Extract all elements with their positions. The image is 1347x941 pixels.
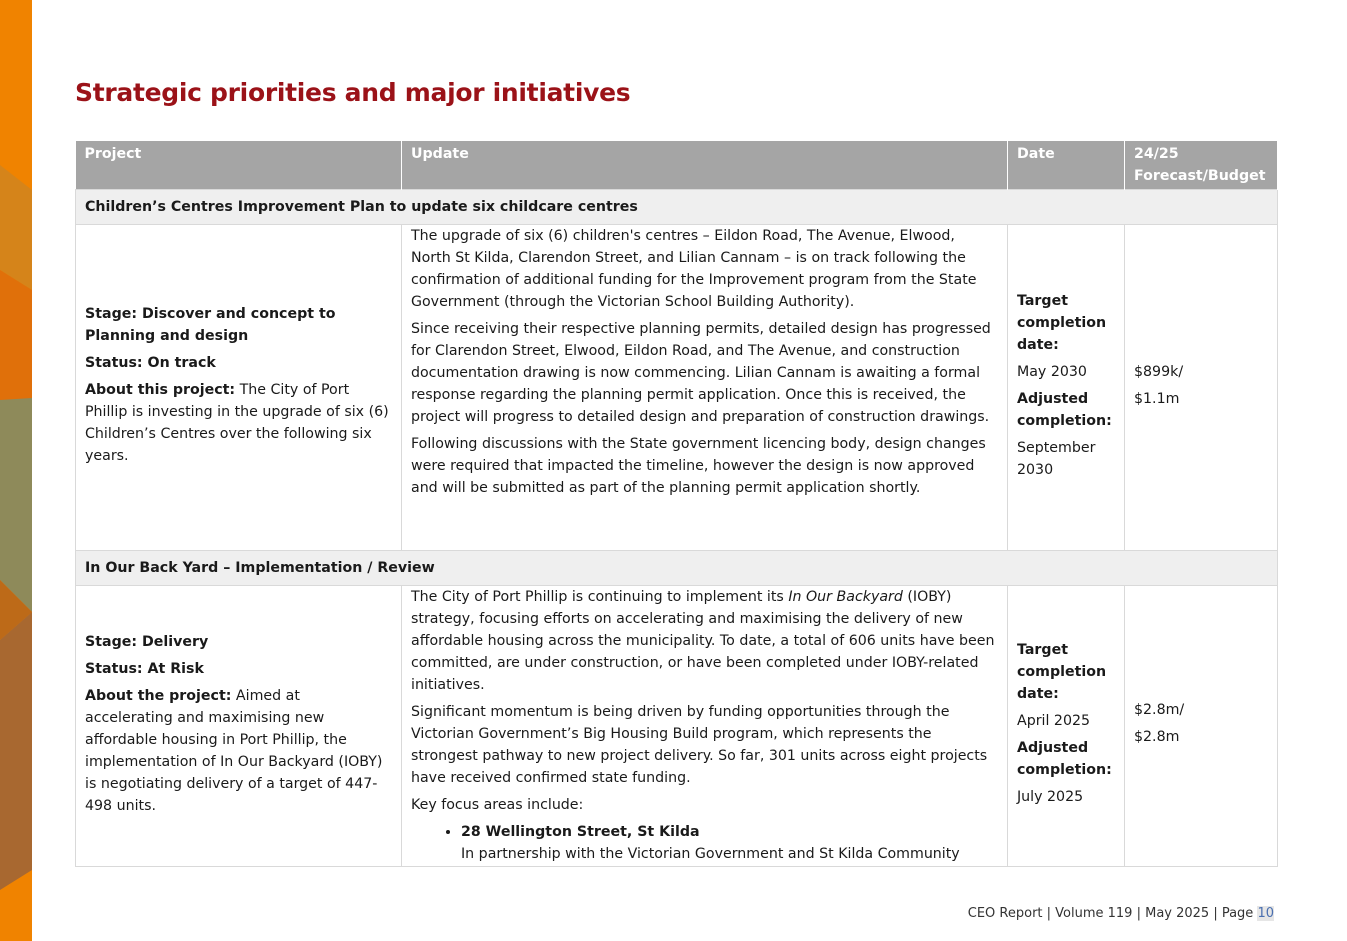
project-cell: Stage: Delivery Status: At Risk About th… [75,585,402,867]
table-row: Stage: Discover and concept to Planning … [75,224,1278,551]
adjusted-date: September 2030 [1017,439,1096,478]
section-row: Children’s Centres Improvement Plan to u… [75,189,1278,225]
update-paragraph: Key focus areas include: [411,797,584,813]
status: Status: At Risk [85,660,204,677]
update-paragraph: The City of Port Phillip is continuing t… [411,589,995,693]
date-cell: Target completion date: May 2030 Adjuste… [1007,224,1125,551]
target-label: Target completion date: [1017,292,1107,353]
stage: Stage: Discover and concept to Planning … [85,306,336,344]
stage: Stage: Delivery [85,633,209,650]
col-budget: 24/25 Forecast/Budget [1124,141,1278,190]
footer-text: CEO Report | Volume 119 | May 2025 | Pag… [967,906,1258,921]
forecast: $2.8m/ [1134,702,1185,718]
target-date: May 2030 [1017,363,1087,380]
decorative-side-strip [0,0,32,941]
update-paragraph: The upgrade of six (6) children's centre… [411,228,977,310]
initiatives-table: Project Update Date 24/25 Forecast/Budge… [75,141,1278,867]
col-date: Date [1007,141,1125,190]
update-cell: The City of Port Phillip is continuing t… [401,585,1008,867]
budget: $2.8m [1134,729,1180,745]
about-text: Aimed at accelerating and maximising new… [85,687,383,814]
section-heading: Children’s Centres Improvement Plan to u… [75,189,1278,225]
table-header: Project Update Date 24/25 Forecast/Budge… [75,141,1278,190]
date-cell: Target completion date: April 2025 Adjus… [1007,585,1125,867]
about-label: About the project: [85,687,232,704]
project-cell: Stage: Discover and concept to Planning … [75,224,402,551]
target-date: April 2025 [1017,713,1091,729]
update-paragraph: Significant momentum is being driven by … [411,704,988,786]
target-label: Target completion date: [1017,642,1107,702]
forecast: $899k/ [1134,363,1184,380]
budget: $1.1m [1134,390,1180,407]
update-paragraph: Since receiving their respective plannin… [411,321,991,425]
page-footer: CEO Report | Volume 119 | May 2025 | Pag… [968,906,1274,921]
adjusted-date: July 2025 [1017,789,1084,805]
budget-cell: $2.8m/ $2.8m [1124,585,1278,867]
status: Status: On track [85,355,216,371]
section-heading: In Our Back Yard – Implementation / Revi… [75,550,1278,586]
section-row: In Our Back Yard – Implementation / Revi… [75,550,1278,586]
adjusted-label: Adjusted completion: [1017,740,1112,778]
budget-cell: $899k/ $1.1m [1124,224,1278,551]
update-cell: The upgrade of six (6) children's centre… [401,224,1008,551]
about-text: The City of Port Phillip is investing in… [85,382,389,464]
col-project: Project [75,141,402,190]
table-row: Stage: Delivery Status: At Risk About th… [75,585,1278,867]
adjusted-label: Adjusted completion: [1017,390,1112,429]
page-number: 10 [1257,906,1274,921]
page-title: Strategic priorities and major initiativ… [75,78,631,107]
col-update: Update [401,141,1008,190]
update-paragraph: Following discussions with the State gov… [411,436,986,496]
about-label: About this project: [85,382,236,398]
